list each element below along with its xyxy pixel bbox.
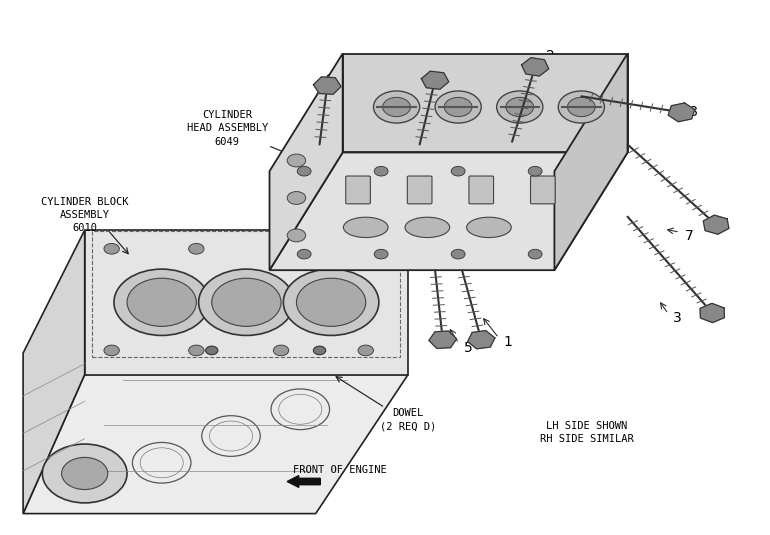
Polygon shape [313,77,341,94]
Polygon shape [270,152,628,270]
Ellipse shape [467,217,511,238]
Circle shape [444,97,472,117]
FancyArrow shape [287,476,320,487]
Text: 8: 8 [688,105,698,119]
Text: 4: 4 [436,63,445,77]
Polygon shape [521,58,549,76]
Circle shape [283,269,379,335]
Circle shape [528,166,542,176]
Polygon shape [668,103,695,122]
Text: CYLINDER BLOCK
ASSEMBLY
6010: CYLINDER BLOCK ASSEMBLY 6010 [41,197,129,233]
Circle shape [528,249,542,259]
Circle shape [62,457,108,490]
Polygon shape [554,54,628,270]
Circle shape [206,346,218,355]
Polygon shape [429,331,457,348]
Circle shape [297,249,311,259]
Circle shape [373,91,420,123]
Circle shape [451,166,465,176]
Circle shape [506,97,534,117]
Circle shape [189,243,204,254]
Circle shape [212,278,281,326]
Circle shape [296,278,366,326]
Circle shape [567,97,595,117]
Polygon shape [343,54,628,152]
Ellipse shape [343,217,388,238]
Circle shape [297,166,311,176]
Circle shape [104,243,119,254]
Circle shape [374,249,388,259]
Circle shape [358,345,373,356]
Polygon shape [467,331,495,349]
Circle shape [273,345,289,356]
Circle shape [127,278,196,326]
Circle shape [114,269,209,335]
Circle shape [358,243,373,254]
Polygon shape [270,54,343,270]
Circle shape [287,154,306,167]
FancyBboxPatch shape [469,176,494,204]
Polygon shape [703,215,729,234]
FancyBboxPatch shape [346,176,370,204]
Circle shape [199,269,294,335]
Text: LH SIDE SHOWN
RH SIDE SIMILAR: LH SIDE SHOWN RH SIDE SIMILAR [540,421,634,444]
Circle shape [42,444,127,503]
Polygon shape [85,230,408,374]
Circle shape [273,243,289,254]
Text: FRONT OF ENGINE: FRONT OF ENGINE [293,465,387,475]
Ellipse shape [405,217,450,238]
Text: 5: 5 [464,341,473,355]
Text: 1: 1 [504,335,513,349]
Text: 7: 7 [685,230,694,243]
Circle shape [104,345,119,356]
Circle shape [374,166,388,176]
Text: 6: 6 [325,73,334,87]
Circle shape [287,192,306,204]
Circle shape [497,91,543,123]
Polygon shape [23,374,408,514]
Text: CYLINDER
HEAD ASSEMBLY
6049: CYLINDER HEAD ASSEMBLY 6049 [186,110,268,147]
Circle shape [383,97,410,117]
Text: 3: 3 [673,311,682,325]
Circle shape [287,229,306,242]
Circle shape [451,249,465,259]
Circle shape [435,91,481,123]
Polygon shape [23,230,85,514]
FancyBboxPatch shape [407,176,432,204]
Text: 2: 2 [546,49,555,63]
Polygon shape [700,303,725,323]
Circle shape [313,346,326,355]
Circle shape [558,91,604,123]
Polygon shape [421,71,449,89]
Circle shape [189,345,204,356]
Text: DOWEL
(2 REQ D): DOWEL (2 REQ D) [380,408,437,432]
FancyBboxPatch shape [531,176,555,204]
